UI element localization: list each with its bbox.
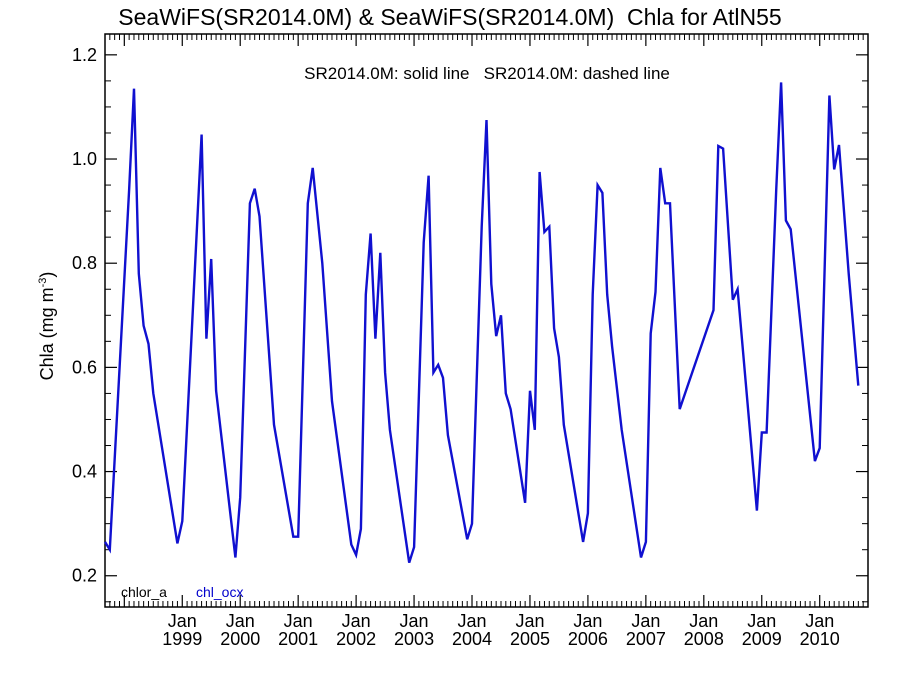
x-tick-label-month: Jan (631, 611, 660, 631)
x-tick-label-year: 2002 (336, 629, 376, 649)
x-tick-label-month: Jan (515, 611, 544, 631)
plot-frame (104, 33, 869, 608)
x-tick-label-month: Jan (400, 611, 429, 631)
legend-chlor-a: chlor_a (121, 584, 167, 600)
x-tick-label-year: 2004 (452, 629, 492, 649)
x-tick-label-month: Jan (573, 611, 602, 631)
y-tick-label: 0.6 (72, 357, 97, 377)
x-tick-label-year: 2000 (220, 629, 260, 649)
x-tick-label-year: 2003 (394, 629, 434, 649)
x-tick-label-month: Jan (226, 611, 255, 631)
legend-chl-ocx: chl_ocx (196, 584, 243, 600)
series-line-chl_ocx (103, 82, 860, 564)
x-tick-label-month: Jan (342, 611, 371, 631)
y-tick-label: 1.0 (72, 149, 97, 169)
y-tick-label: 0.4 (72, 462, 97, 482)
x-tick-label-year: 2009 (742, 629, 782, 649)
x-tick-label-month: Jan (805, 611, 834, 631)
chart-title: SeaWiFS(SR2014.0M) & SeaWiFS(SR2014.0M) … (118, 4, 781, 30)
x-tick-label-year: 1999 (162, 629, 202, 649)
x-tick-label-month: Jan (747, 611, 776, 631)
y-axis-label-main: Chla (mg m (37, 287, 57, 380)
x-tick-label-month: Jan (457, 611, 486, 631)
chart-annotation: SR2014.0M: solid line SR2014.0M: dashed … (304, 64, 670, 83)
x-tick-label-month: Jan (168, 611, 197, 631)
y-axis-label: Chla (mg m-3) (37, 272, 57, 381)
y-axis-label-close: ) (37, 272, 57, 278)
x-tick-label-year: 2001 (278, 629, 318, 649)
x-tick-label-month: Jan (689, 611, 718, 631)
x-tick-label-year: 2006 (568, 629, 608, 649)
x-tick-label-month: Jan (284, 611, 313, 631)
plot-area: 0.20.40.60.81.01.2Jan1999Jan2000Jan2001J… (72, 33, 869, 649)
x-tick-label-year: 2005 (510, 629, 550, 649)
x-tick-label-year: 2007 (626, 629, 666, 649)
y-tick-label: 0.8 (72, 253, 97, 273)
y-tick-label: 1.2 (72, 45, 97, 65)
x-tick-label-year: 2008 (684, 629, 724, 649)
x-tick-label-year: 2010 (800, 629, 840, 649)
y-axis-label-superscript: -3 (37, 278, 49, 288)
y-tick-label: 0.2 (72, 566, 97, 586)
